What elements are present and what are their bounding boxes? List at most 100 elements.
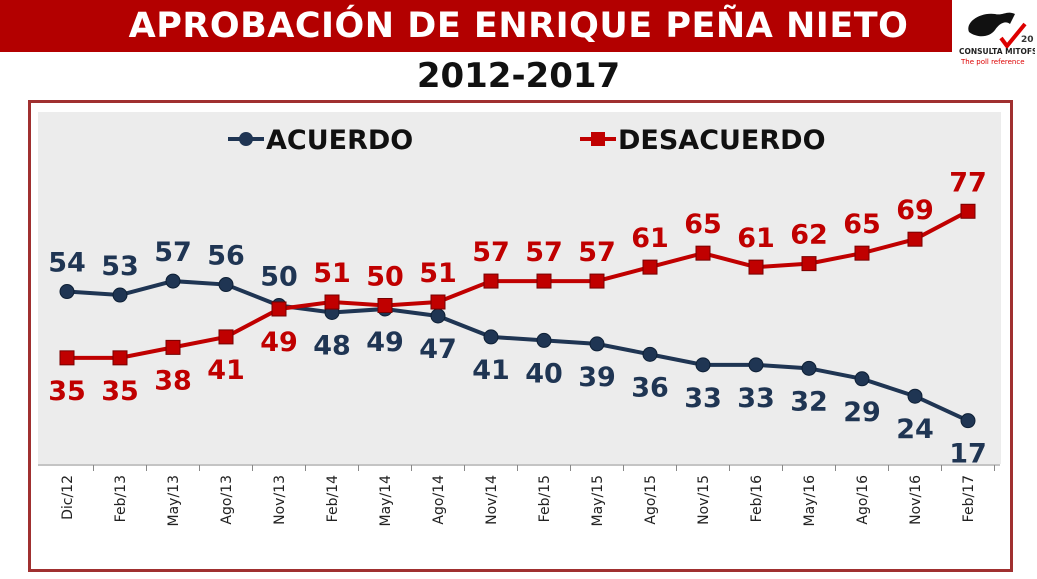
data-label: 57	[578, 237, 616, 268]
acuerdo-marker	[854, 371, 870, 387]
page-title: APROBACIÓN DE ENRIQUE PEÑA NIETO	[128, 6, 909, 46]
data-label: 57	[525, 237, 563, 268]
data-label: 49	[260, 327, 298, 358]
x-tick-label: Nov/15	[696, 475, 712, 525]
desacuerdo-marker	[483, 273, 499, 289]
data-label: 54	[48, 248, 86, 279]
data-label: 39	[578, 362, 616, 393]
desacuerdo-marker	[589, 273, 605, 289]
x-tick-label: Ago/16	[855, 475, 871, 525]
data-label: 35	[48, 376, 86, 407]
desacuerdo-marker	[430, 294, 446, 310]
data-label: 57	[154, 237, 192, 268]
acuerdo-marker	[218, 277, 234, 293]
acuerdo-marker	[430, 308, 446, 324]
data-label: 77	[949, 167, 987, 198]
x-tick-label: Feb/17	[961, 475, 977, 522]
x-tick-label: Feb/16	[749, 475, 765, 522]
data-label: 49	[366, 327, 404, 358]
x-tick-label: Ago/15	[643, 475, 659, 525]
data-label: 47	[419, 334, 457, 365]
data-label: 65	[843, 209, 881, 240]
data-label: 50	[260, 262, 298, 293]
acuerdo-marker	[112, 287, 128, 303]
data-label: 41	[472, 355, 510, 386]
svg-text:CONSULTA MITOFSKY: CONSULTA MITOFSKY	[959, 47, 1035, 56]
svg-text:20: 20	[1021, 35, 1034, 45]
acuerdo-marker	[59, 284, 75, 300]
acuerdo-marker	[165, 273, 181, 289]
title-banner	[0, 0, 952, 52]
desacuerdo-marker	[218, 329, 234, 345]
acuerdo-marker	[748, 357, 764, 373]
data-label: 36	[631, 372, 669, 403]
acuerdo-marker	[907, 388, 923, 404]
desacuerdo-marker	[324, 294, 340, 310]
plot-area	[38, 112, 1001, 464]
chart-frame	[28, 100, 1013, 572]
x-tick-label: Dic/12	[60, 475, 76, 520]
x-tick-label: Ago/13	[219, 475, 235, 525]
data-label: 38	[154, 365, 192, 396]
x-tick-label: May/15	[590, 475, 606, 526]
page-subtitle: 2012-2017	[416, 56, 621, 96]
x-tick-label: Nov/14	[484, 475, 500, 525]
series-line-acuerdo	[66, 279, 969, 423]
x-tick-label: Feb/14	[325, 475, 341, 522]
data-label: 51	[313, 258, 351, 289]
data-label: 48	[313, 330, 351, 361]
acuerdo-marker	[801, 360, 817, 376]
consulta-mitofsky-logo: 20 CONSULTA MITOFSKY The poll reference	[955, 2, 1037, 68]
data-label: 29	[843, 397, 881, 428]
desacuerdo-marker	[854, 245, 870, 261]
series-line-desacuerdo	[67, 209, 969, 360]
desacuerdo-marker	[59, 350, 75, 366]
desacuerdo-marker	[536, 273, 552, 289]
data-label: 61	[631, 223, 669, 254]
desacuerdo-marker	[695, 245, 711, 261]
x-tick-label: Feb/15	[537, 475, 553, 522]
data-label: 53	[101, 251, 139, 282]
data-label: 40	[525, 358, 563, 389]
x-tick-label: Nov/16	[908, 475, 924, 525]
x-tick-label: Nov/13	[272, 475, 288, 525]
desacuerdo-marker	[748, 259, 764, 275]
desacuerdo-marker	[165, 339, 181, 355]
acuerdo-marker	[642, 346, 658, 362]
legend-marker	[239, 132, 253, 146]
legend-label: DESACUERDO	[618, 125, 826, 156]
data-label: 51	[419, 258, 457, 289]
data-label: 33	[737, 383, 775, 414]
data-label: 33	[684, 383, 722, 414]
acuerdo-marker	[589, 336, 605, 352]
acuerdo-marker	[536, 332, 552, 348]
desacuerdo-marker	[377, 298, 393, 313]
x-tick-label: Ago/14	[431, 475, 447, 525]
desacuerdo-marker	[271, 301, 287, 317]
desacuerdo-marker	[907, 231, 923, 247]
data-label: 61	[737, 223, 775, 254]
data-label: 69	[896, 195, 934, 226]
legend-label: ACUERDO	[266, 125, 413, 156]
acuerdo-marker	[483, 329, 499, 345]
x-tick-label: Feb/13	[113, 475, 129, 522]
data-label: 50	[366, 262, 404, 293]
data-label: 57	[472, 237, 510, 268]
data-label: 41	[207, 355, 245, 386]
data-label: 32	[790, 386, 828, 417]
svg-text:The poll reference: The poll reference	[960, 58, 1025, 66]
data-label: 24	[896, 414, 934, 445]
data-label: 17	[949, 439, 987, 470]
x-tick-label: May/14	[378, 475, 394, 527]
desacuerdo-marker	[801, 256, 817, 272]
desacuerdo-marker	[112, 350, 128, 366]
data-label: 65	[684, 209, 722, 240]
x-tick-label: May/13	[166, 475, 182, 526]
desacuerdo-marker	[960, 203, 976, 219]
data-label: 35	[101, 376, 139, 407]
data-label: 62	[790, 220, 828, 251]
data-label: 56	[207, 241, 245, 272]
x-tick-label: May/16	[802, 475, 818, 527]
acuerdo-marker	[960, 413, 976, 429]
